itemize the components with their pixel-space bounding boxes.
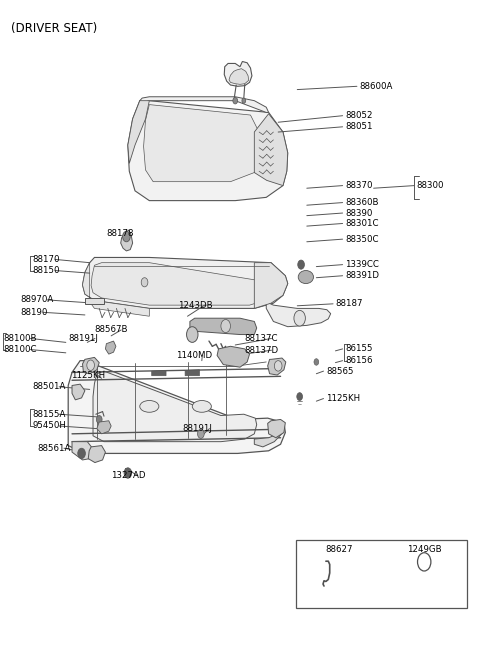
Text: 86156: 86156 <box>345 356 372 365</box>
Polygon shape <box>266 302 331 327</box>
Text: 88567B: 88567B <box>95 325 128 335</box>
Text: 88600A: 88600A <box>360 82 393 91</box>
Polygon shape <box>68 361 285 453</box>
Polygon shape <box>217 346 250 367</box>
Text: 88970A: 88970A <box>21 295 54 304</box>
Ellipse shape <box>140 401 159 412</box>
Text: 1125KH: 1125KH <box>71 371 105 380</box>
Circle shape <box>314 359 319 365</box>
Text: 88350C: 88350C <box>345 235 379 243</box>
Circle shape <box>124 468 132 478</box>
Polygon shape <box>93 371 257 441</box>
Text: 88301C: 88301C <box>345 219 379 228</box>
Polygon shape <box>185 370 199 376</box>
Text: 88360B: 88360B <box>345 198 379 207</box>
Polygon shape <box>268 358 286 375</box>
Polygon shape <box>83 262 149 316</box>
Polygon shape <box>144 104 266 182</box>
Text: 1243DB: 1243DB <box>178 300 213 310</box>
Text: 1249GB: 1249GB <box>407 545 442 554</box>
Text: 88051: 88051 <box>345 122 372 131</box>
Text: 88390: 88390 <box>345 209 372 218</box>
Text: 88370: 88370 <box>345 181 372 190</box>
Text: 88100C: 88100C <box>4 345 37 354</box>
Polygon shape <box>190 318 257 335</box>
Polygon shape <box>128 100 149 163</box>
Text: 88191J: 88191J <box>68 334 98 343</box>
FancyBboxPatch shape <box>296 541 467 607</box>
Text: 88052: 88052 <box>345 112 372 120</box>
Polygon shape <box>120 230 132 251</box>
Circle shape <box>298 260 304 269</box>
Polygon shape <box>85 298 104 304</box>
Text: 88190: 88190 <box>21 308 48 317</box>
Text: 88391D: 88391D <box>345 271 379 280</box>
Polygon shape <box>128 100 288 201</box>
Text: 88137C: 88137C <box>245 334 278 343</box>
Circle shape <box>275 361 282 371</box>
Text: 95450H: 95450H <box>33 422 66 430</box>
Text: 88501A: 88501A <box>33 382 66 391</box>
Text: 1339CC: 1339CC <box>345 260 379 269</box>
Polygon shape <box>72 441 93 460</box>
Text: 88561A: 88561A <box>37 443 71 453</box>
Circle shape <box>96 415 102 423</box>
Polygon shape <box>268 419 285 438</box>
Polygon shape <box>97 420 111 434</box>
Text: 88170: 88170 <box>33 255 60 264</box>
Text: 86155: 86155 <box>345 344 372 354</box>
Text: 88627: 88627 <box>325 545 352 554</box>
Polygon shape <box>72 384 85 400</box>
Circle shape <box>242 98 246 103</box>
Circle shape <box>187 327 198 342</box>
Circle shape <box>418 553 431 571</box>
Text: 1140MD: 1140MD <box>176 351 212 360</box>
Text: 88137D: 88137D <box>245 346 279 355</box>
Text: 88187: 88187 <box>336 299 363 308</box>
Polygon shape <box>83 358 99 374</box>
Text: 88178: 88178 <box>107 230 134 238</box>
Circle shape <box>87 360 95 371</box>
Ellipse shape <box>192 401 211 412</box>
Polygon shape <box>254 424 284 447</box>
Text: 1125KH: 1125KH <box>326 394 360 403</box>
Polygon shape <box>254 262 288 308</box>
Circle shape <box>122 232 130 242</box>
Polygon shape <box>106 341 116 354</box>
Polygon shape <box>83 257 288 308</box>
Polygon shape <box>91 262 274 305</box>
Polygon shape <box>254 113 288 186</box>
Ellipse shape <box>298 270 313 283</box>
Circle shape <box>78 448 85 459</box>
Circle shape <box>297 393 302 401</box>
Circle shape <box>141 277 148 287</box>
Text: 88150: 88150 <box>33 266 60 275</box>
Polygon shape <box>88 445 106 462</box>
Circle shape <box>233 97 238 104</box>
Text: 88100B: 88100B <box>4 334 37 343</box>
Polygon shape <box>140 96 269 112</box>
Text: 88155A: 88155A <box>33 410 66 419</box>
Circle shape <box>294 310 305 326</box>
Polygon shape <box>152 371 166 376</box>
Text: 88300: 88300 <box>417 181 444 190</box>
Text: 88191J: 88191J <box>183 424 213 433</box>
Text: 88565: 88565 <box>326 367 353 376</box>
Polygon shape <box>229 69 249 85</box>
Polygon shape <box>224 62 252 87</box>
Text: 1327AD: 1327AD <box>111 471 145 480</box>
Circle shape <box>221 319 230 333</box>
Circle shape <box>198 429 204 438</box>
Text: (DRIVER SEAT): (DRIVER SEAT) <box>11 22 97 35</box>
